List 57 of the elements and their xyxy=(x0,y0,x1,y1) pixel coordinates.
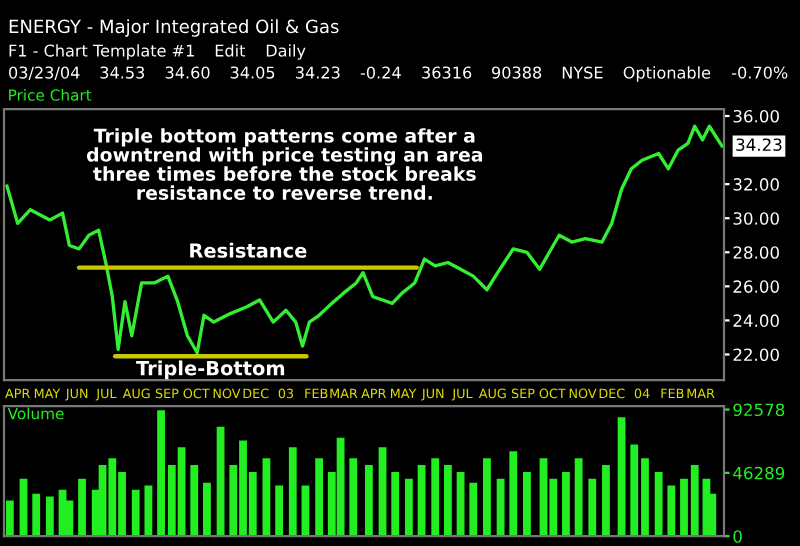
bar xyxy=(588,478,597,537)
bar xyxy=(562,471,570,537)
bar xyxy=(275,485,284,537)
bar xyxy=(315,458,324,537)
text: 36316 xyxy=(422,66,472,79)
bar xyxy=(131,489,140,537)
annotation: Triple bottom patterns come after a downtrend with price testing an area three times before the stock breaks resistance to reverse trend. xyxy=(86,128,483,200)
bar xyxy=(654,471,663,537)
text: Daily xyxy=(266,44,306,60)
text: Edit xyxy=(215,44,246,57)
bar xyxy=(667,485,676,537)
y-tick-label: 92578 xyxy=(733,403,785,417)
series-label: Resistance xyxy=(190,242,307,258)
y-tick-label: 46289 xyxy=(733,466,785,480)
y-tick-label: 26.00 xyxy=(733,280,779,293)
bar xyxy=(431,458,440,537)
line-series xyxy=(5,124,724,355)
y-tick-label: 28.00 xyxy=(733,246,779,259)
bar xyxy=(288,447,297,537)
text: 34.05 xyxy=(230,66,275,79)
y-tick-label: 24.00 xyxy=(733,314,779,327)
bar xyxy=(404,478,413,537)
bar xyxy=(32,493,41,537)
text: F1 - Chart Template #1 xyxy=(9,44,194,60)
text: Optionable xyxy=(623,66,711,82)
text: 03/23/04 xyxy=(9,66,80,80)
text: -0.70% xyxy=(732,66,788,79)
chart-subtitle: ENERGY - Major Integrated Oil & Gas xyxy=(9,19,339,37)
y-tick-label: 36.00 xyxy=(733,109,779,123)
bar xyxy=(78,478,86,537)
bar xyxy=(509,451,518,537)
text: 90388 xyxy=(492,66,542,79)
series-label: Triple-Bottom xyxy=(136,360,285,380)
y-tick-label: 0 xyxy=(733,530,742,543)
text: 34.53 xyxy=(100,66,145,79)
y-tick-label: 32.00 xyxy=(733,178,779,191)
bar xyxy=(203,482,211,537)
bar xyxy=(523,471,531,537)
bar xyxy=(444,465,452,537)
bar xyxy=(5,500,14,537)
y-tick-label: 22.00 xyxy=(733,348,779,362)
bar xyxy=(364,465,373,537)
bar xyxy=(469,482,478,537)
bar xyxy=(574,458,583,537)
bar xyxy=(45,496,54,537)
bar xyxy=(190,465,199,537)
bar xyxy=(483,458,491,537)
text: 34.23 xyxy=(295,66,340,79)
text: 34.23 xyxy=(736,138,782,151)
y-tick-label: 30.00 xyxy=(733,212,779,225)
text: -0.24 xyxy=(360,66,401,79)
bar xyxy=(391,471,400,537)
bar xyxy=(602,465,610,537)
bar xyxy=(349,458,358,537)
bar xyxy=(144,485,153,537)
text: NYSE xyxy=(562,66,603,79)
text: 34.60 xyxy=(165,66,210,79)
